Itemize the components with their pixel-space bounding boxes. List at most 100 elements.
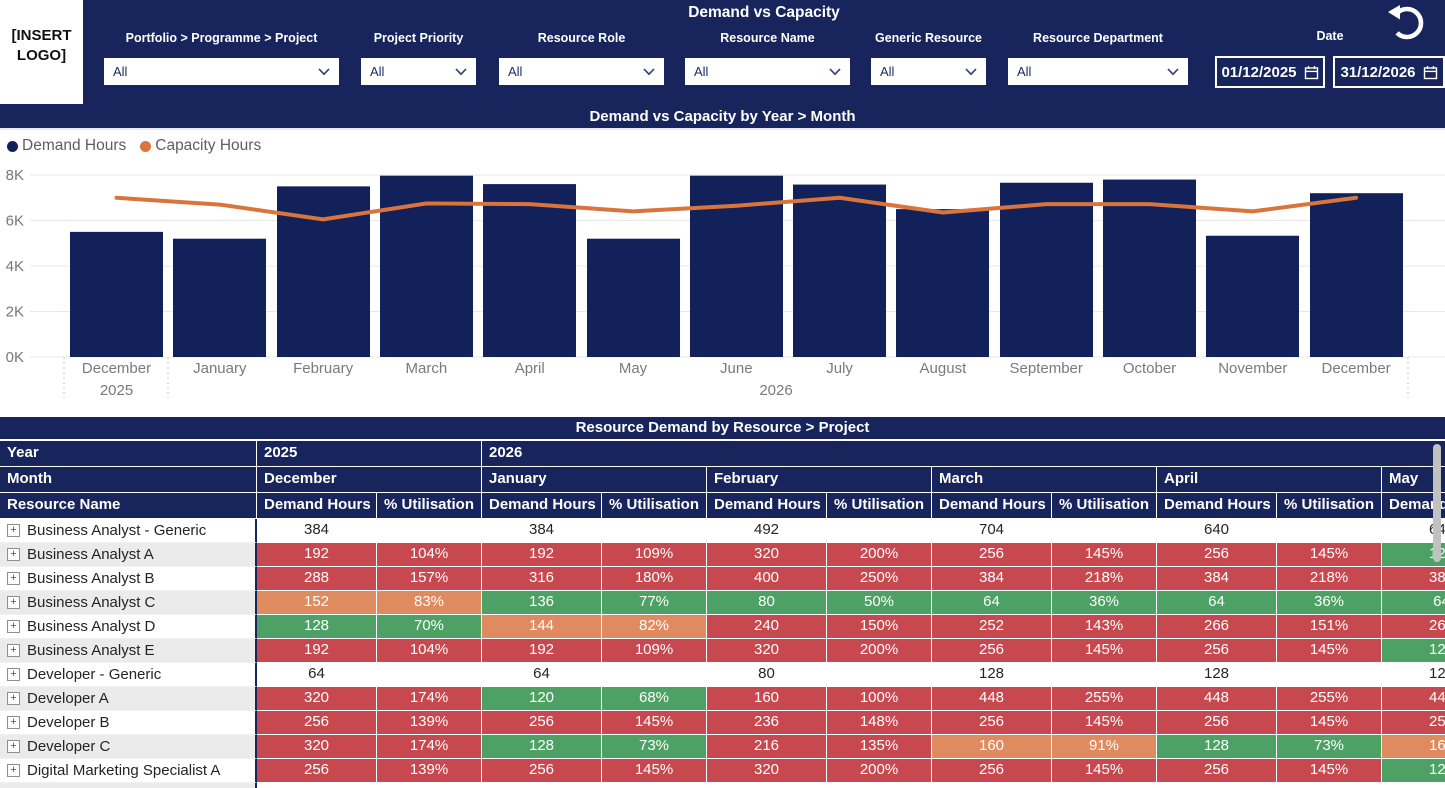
value-cell[interactable] [377,783,482,788]
value-cell[interactable]: 192 [482,543,602,567]
undo-reset-filters-icon[interactable] [1386,2,1426,42]
value-cell[interactable] [827,663,932,687]
value-cell[interactable] [377,663,482,687]
value-cell[interactable]: 145% [1277,543,1382,567]
resource-name-cell[interactable]: + Business Analyst D [0,615,257,639]
expand-plus-icon[interactable]: + [7,596,20,609]
value-cell[interactable]: 192 [257,543,377,567]
value-cell[interactable]: 256 [257,759,377,783]
bar-december-12[interactable] [1310,193,1403,357]
value-cell[interactable]: 256 [932,759,1052,783]
bar-march-3[interactable] [380,175,473,357]
value-cell[interactable]: 145% [1052,639,1157,663]
value-cell[interactable]: 70% [377,615,482,639]
value-cell[interactable]: 73% [602,735,707,759]
value-cell[interactable]: 266 [1157,615,1277,639]
date-from-input[interactable]: 01/12/2025 [1215,56,1325,88]
value-cell[interactable]: 384 [1157,567,1277,591]
value-cell[interactable]: 100% [827,687,932,711]
value-cell[interactable]: 64 [1382,591,1445,615]
value-cell[interactable]: 152 [257,591,377,615]
value-cell[interactable]: 128 [1382,759,1445,783]
value-cell[interactable]: 128 [1382,639,1445,663]
value-cell[interactable]: 384 [482,519,602,543]
value-cell[interactable]: 139% [377,759,482,783]
value-cell[interactable]: 36% [1277,591,1382,615]
value-cell[interactable] [1277,663,1382,687]
value-cell[interactable]: 256 [1382,711,1445,735]
value-cell[interactable]: 256 [932,711,1052,735]
value-cell[interactable]: 255% [1052,687,1157,711]
value-cell[interactable]: 145% [1277,759,1382,783]
value-cell[interactable]: 64 [257,663,377,687]
value-cell[interactable]: 256 [1157,759,1277,783]
expand-plus-icon[interactable]: + [7,668,20,681]
filter-dropdown-resource-department[interactable]: All [1008,58,1188,85]
filter-dropdown-portfolio-programme-project[interactable]: All [104,58,339,85]
value-cell[interactable]: 174% [377,735,482,759]
expand-plus-icon[interactable]: + [7,644,20,657]
value-cell[interactable]: 256 [482,711,602,735]
resource-name-cell[interactable]: + Developer C [0,735,257,759]
value-cell[interactable]: 192 [257,639,377,663]
value-cell[interactable]: 180% [602,567,707,591]
value-cell[interactable]: 492 [707,519,827,543]
resource-name-cell[interactable]: + Developer B [0,711,257,735]
value-cell[interactable]: 128 [257,615,377,639]
bar-february-2[interactable] [277,186,370,357]
value-cell[interactable]: 83% [377,591,482,615]
legend-item-capacity-hours[interactable]: Capacity Hours [140,137,261,155]
value-cell[interactable] [1052,519,1157,543]
value-cell[interactable]: 145% [1277,639,1382,663]
value-cell[interactable]: 448 [1157,687,1277,711]
value-cell[interactable]: 160 [932,735,1052,759]
value-cell[interactable] [1382,783,1445,788]
value-cell[interactable]: 120 [482,687,602,711]
bar-october-10[interactable] [1103,179,1196,357]
value-cell[interactable]: 256 [1157,639,1277,663]
filter-dropdown-resource-role[interactable]: All [499,58,664,85]
value-cell[interactable] [1277,783,1382,788]
expand-plus-icon[interactable]: + [7,548,20,561]
bar-july-7[interactable] [793,184,886,357]
filter-dropdown-resource-name[interactable]: All [685,58,850,85]
resource-name-cell[interactable]: + Developer - Generic [0,663,257,687]
value-cell[interactable]: 320 [707,543,827,567]
bar-november-11[interactable] [1206,235,1299,357]
value-cell[interactable]: 256 [1157,711,1277,735]
value-cell[interactable]: 160 [1382,735,1445,759]
value-cell[interactable]: 200% [827,543,932,567]
expand-plus-icon[interactable]: + [7,740,20,753]
value-cell[interactable]: 218% [1052,567,1157,591]
value-cell[interactable]: 200% [827,759,932,783]
value-cell[interactable]: 91% [1052,735,1157,759]
value-cell[interactable]: 139% [377,711,482,735]
value-cell[interactable]: 448 [932,687,1052,711]
value-cell[interactable]: 128 [482,735,602,759]
value-cell[interactable]: 128 [1382,663,1445,687]
value-cell[interactable]: 128 [932,663,1052,687]
value-cell[interactable] [602,783,707,788]
value-cell[interactable]: 448 [1382,687,1445,711]
value-cell[interactable]: 145% [602,711,707,735]
resource-name-cell[interactable]: + Business Analyst E [0,639,257,663]
bar-september-9[interactable] [1000,182,1093,357]
value-cell[interactable] [1277,519,1382,543]
expand-plus-icon[interactable]: + [7,692,20,705]
bar-august-8[interactable] [896,209,989,357]
value-cell[interactable]: 266 [1382,615,1445,639]
resource-name-cell[interactable]: + Digital Marketing Specialist A [0,759,257,783]
value-cell[interactable]: 64 [932,591,1052,615]
resource-name-cell[interactable] [0,783,257,788]
bar-january-1[interactable] [173,238,266,357]
value-cell[interactable]: 73% [1277,735,1382,759]
value-cell[interactable]: 256 [482,759,602,783]
value-cell[interactable]: 704 [932,519,1052,543]
expand-plus-icon[interactable]: + [7,572,20,585]
expand-plus-icon[interactable]: + [7,524,20,537]
value-cell[interactable]: 236 [707,711,827,735]
value-cell[interactable]: 157% [377,567,482,591]
value-cell[interactable]: 216 [707,735,827,759]
value-cell[interactable]: 68% [602,687,707,711]
value-cell[interactable]: 192 [482,639,602,663]
